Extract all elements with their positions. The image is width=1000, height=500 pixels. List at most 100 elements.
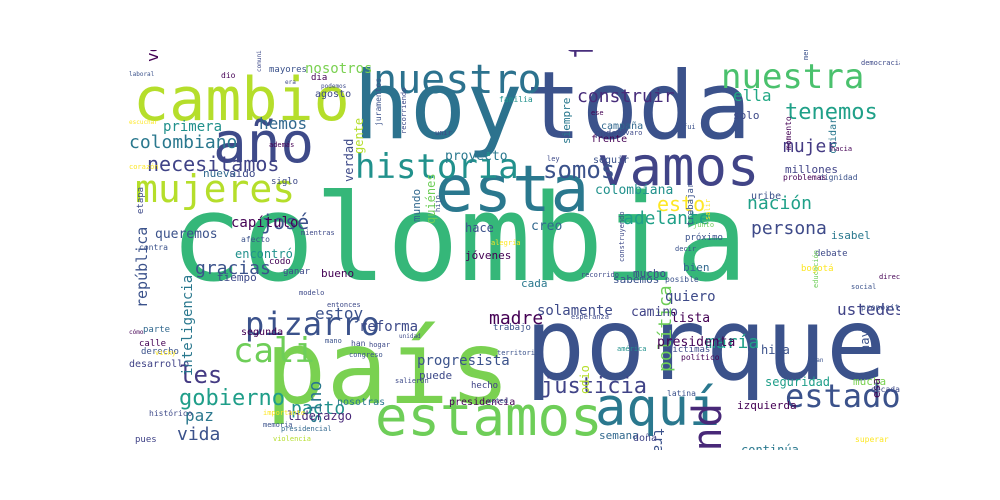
word-encontro: lista — [671, 311, 711, 326]
word-fui: director — [879, 273, 900, 281]
word-odio: creo — [531, 219, 563, 234]
word-solo: izquierda — [737, 399, 797, 412]
word-mucha: encontró — [235, 247, 293, 261]
word-junto: puede — [419, 369, 453, 382]
word-salieron: democracia — [861, 59, 900, 67]
word-ante: salir — [704, 198, 712, 220]
word-porque: porque — [525, 286, 887, 403]
word-abrazo: álvaro — [617, 129, 643, 137]
word-posible: superar — [855, 435, 889, 444]
word-escuchar: congreso — [349, 351, 383, 359]
word-les: cali — [233, 331, 315, 371]
word-agosto: mundo — [410, 188, 423, 222]
word-parte: frente — [591, 134, 628, 145]
word-hay: capítulo — [231, 215, 299, 231]
word-ustedes: vida — [177, 424, 221, 445]
word-verdad: colombiana — [595, 183, 674, 198]
word-primer: importante — [263, 409, 306, 417]
word-necesitamos: ella — [733, 86, 772, 105]
word-siglo: siempre — [560, 97, 573, 144]
word-vivido: podemos — [321, 83, 347, 90]
word-capitulo: seguridad — [765, 375, 831, 389]
word-laboral: vicky — [155, 349, 177, 357]
word-afecto: hogar — [369, 341, 391, 349]
word-nacion: esto — [657, 192, 706, 216]
word-bogota: memoria — [263, 421, 293, 429]
word-quiero: camino — [631, 305, 678, 320]
word-voy: ustedes — [837, 300, 900, 319]
word-presidenta: república — [133, 226, 151, 308]
word-mucho: hay — [858, 330, 872, 352]
word-han: segunda — [241, 327, 284, 338]
word-proposito: territorio — [497, 349, 540, 357]
word-etapa: agosto — [315, 89, 352, 100]
word-estado: historia — [355, 147, 519, 187]
word-poder: sabemos — [613, 273, 660, 286]
word-velez: esperanza — [571, 313, 609, 321]
word-ese: afecto — [241, 235, 270, 244]
word-persona: adelante — [623, 208, 710, 229]
word-vida: madre — [489, 308, 544, 329]
word-cada: doña — [633, 433, 658, 444]
word-ademas: codo — [269, 257, 291, 267]
word-ano: año — [213, 111, 315, 176]
word-mano: corazón — [129, 163, 159, 171]
word-vicky: familia — [499, 95, 533, 104]
word-congreso: mensaje — [802, 50, 810, 60]
word-colombiana: continúa — [741, 443, 799, 450]
word-frente: bien — [683, 261, 710, 274]
word-mientras: modelo — [299, 289, 325, 297]
word-tiene: mano — [325, 337, 342, 345]
word-grupo: era — [285, 79, 296, 86]
word-nuestra: fuerza — [562, 50, 602, 60]
word-adelante: josé — [261, 210, 310, 234]
word-seguridad: hemos — [259, 114, 308, 133]
word-toda: toda — [525, 52, 752, 161]
word-madre: persona — [751, 218, 827, 239]
word-ganar: decir — [675, 245, 697, 253]
word-liderazgo: liderazgo — [287, 409, 353, 423]
word-mayores: uribe — [751, 191, 782, 202]
word-sido: solo — [733, 109, 760, 122]
word-isabel: gente — [352, 117, 366, 154]
word-proyecto: reforma — [359, 319, 419, 335]
word-primera: estoy — [315, 304, 364, 323]
word-construir: justicia — [541, 374, 647, 399]
word-politico: trabajo — [493, 323, 531, 333]
word-mujer: colombiano — [129, 132, 238, 153]
word-hemos: paz — [185, 406, 214, 425]
word-estoy: pacto — [291, 398, 346, 419]
word-recorrido: latina — [667, 389, 696, 398]
word-segunda: dio — [221, 71, 236, 80]
word-alvaro: propósito — [861, 303, 900, 312]
word-hacia: político — [681, 353, 720, 362]
word-seguir: cada — [521, 277, 548, 290]
word-gobierno: somos — [543, 156, 616, 184]
word-hace: progresista — [417, 353, 510, 369]
word-importante: comunidades — [256, 50, 263, 72]
word-era: juramentos — [374, 77, 383, 126]
word-familia: posible — [665, 275, 699, 284]
word-hecho: desarrollo — [129, 359, 190, 370]
word-problemas: recorrido — [581, 271, 619, 279]
word-entonces: unidad — [399, 333, 421, 340]
word-podemos: escuchar — [129, 119, 158, 126]
word-creo: presidenta — [657, 335, 736, 350]
word-dio: millones — [785, 163, 838, 176]
word-dignidad: junto — [693, 221, 715, 229]
word-america: debate — [815, 249, 848, 259]
word-como: problemas — [783, 173, 827, 182]
word-superar: violencia — [273, 435, 311, 443]
word-pues: nueva — [203, 167, 237, 180]
word-memoria: parte — [143, 325, 171, 335]
word-unidad: dignidad — [819, 173, 858, 182]
word-pacto: gracias — [195, 258, 271, 279]
word-ley: entonces — [327, 301, 361, 309]
word-estamos: estamos — [375, 385, 603, 448]
word-educacion: además — [269, 141, 295, 149]
word-derecho: poder — [595, 129, 623, 139]
word-historia: nuestra — [721, 57, 865, 97]
word-gracias: nación — [747, 193, 813, 214]
word-jose: necesitamos — [147, 152, 280, 176]
word-lista: nosotros — [305, 61, 373, 77]
